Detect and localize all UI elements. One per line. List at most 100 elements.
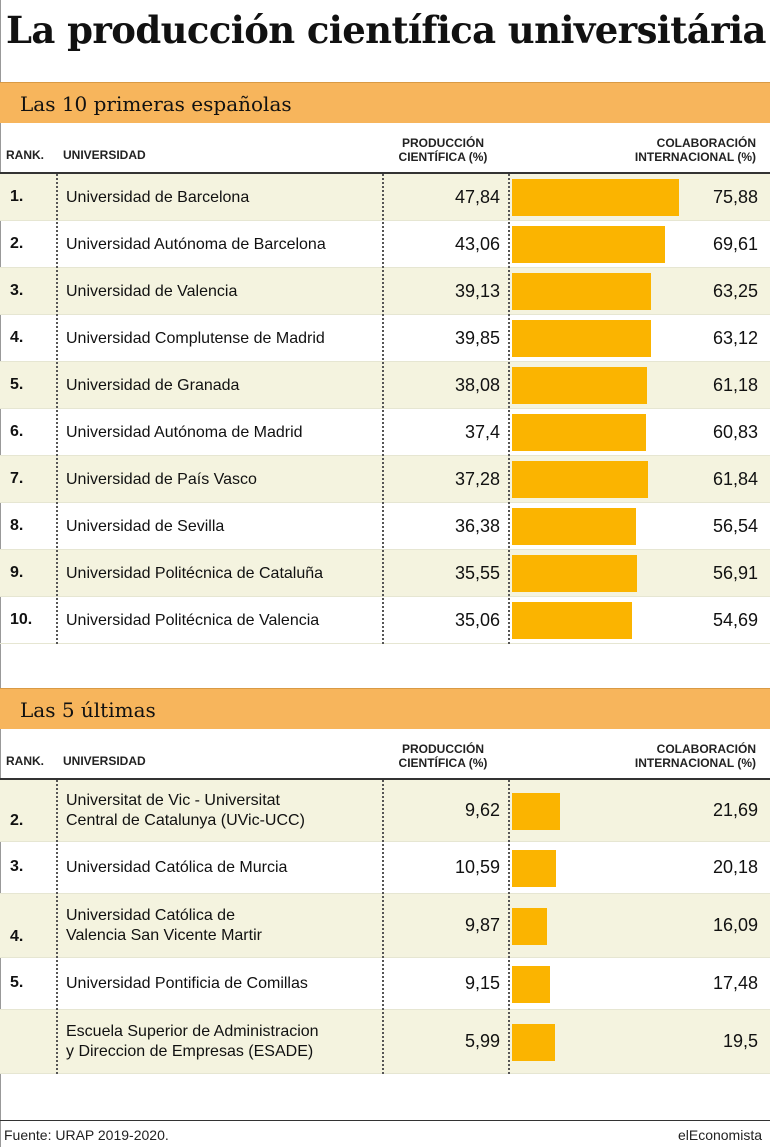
table-row: 8. Universidad de Sevilla 36,38 56,54 bbox=[0, 503, 770, 550]
header-rule-top10 bbox=[0, 172, 770, 174]
collaboration-label: 17,48 bbox=[712, 973, 758, 993]
collaboration-bar bbox=[512, 414, 646, 451]
header-production: PRODUCCIÓN CIENTÍFICA (%) bbox=[398, 136, 488, 164]
collaboration-bar bbox=[512, 602, 632, 639]
table-row: 10. Universidad Politécnica de Valencia 35… bbox=[0, 597, 770, 644]
collaboration-bar bbox=[512, 320, 651, 357]
university-cell: Universidad de Sevilla bbox=[66, 518, 225, 535]
collaboration-bar bbox=[512, 966, 550, 1003]
university-cell: Universidad Católica de Murcia bbox=[66, 859, 288, 876]
table-last5: 2. Universitat de Vic - Universitat Centra… bbox=[0, 780, 770, 1074]
collaboration-bar bbox=[512, 179, 679, 216]
university-cell: Universidad Politécnica de Cataluña bbox=[66, 565, 324, 582]
university-cell: Universidad de País Vasco bbox=[66, 471, 257, 488]
header-collaboration: COLABORACIÓN INTERNACIONAL (%) bbox=[634, 742, 756, 770]
table-row: 1. Universidad de Barcelona 47,84 75,88 bbox=[0, 174, 770, 221]
table-row: 9. Universidad Politécnica de Cataluña 35,… bbox=[0, 550, 770, 597]
collaboration-bar bbox=[512, 273, 651, 310]
collaboration-bar bbox=[512, 1024, 555, 1061]
production-cell: 5,99 bbox=[464, 1031, 500, 1051]
header-rank: RANK. bbox=[6, 148, 44, 162]
header-production: PRODUCCIÓN CIENTÍFICA (%) bbox=[398, 742, 488, 770]
table-row: 3. Universidad Católica de Murcia 10,59 20,… bbox=[0, 842, 770, 894]
production-cell: 39,13 bbox=[454, 280, 500, 301]
production-cell: 38,08 bbox=[454, 374, 500, 395]
header-collaboration: COLABORACIÓN INTERNACIONAL (%) bbox=[634, 136, 756, 164]
production-cell: 43,06 bbox=[454, 233, 500, 254]
collaboration-label: 61,18 bbox=[712, 374, 758, 395]
table-row: 2. Universidad Autónoma de Barcelona 43,06… bbox=[0, 221, 770, 268]
rank-cell: 3. bbox=[10, 858, 24, 875]
production-cell: 35,55 bbox=[454, 562, 500, 583]
production-cell: 9,15 bbox=[464, 973, 500, 993]
rank-cell: 7. bbox=[10, 469, 24, 487]
collaboration-bar bbox=[512, 908, 547, 945]
collaboration-label: 69,61 bbox=[712, 233, 758, 254]
collaboration-label: 19,5 bbox=[722, 1031, 758, 1051]
production-cell: 39,85 bbox=[454, 327, 500, 348]
rank-cell: 10. bbox=[10, 610, 33, 628]
production-cell: 37,28 bbox=[454, 468, 500, 489]
university-cell: Universidad Complutense de Madrid bbox=[66, 330, 325, 347]
collaboration-label: 20,18 bbox=[712, 857, 758, 877]
rank-cell: 9. bbox=[10, 563, 24, 581]
collaboration-bar bbox=[512, 508, 636, 545]
rank-cell: 2. bbox=[10, 812, 24, 829]
table-row: Escuela Superior de Administracion y Dire… bbox=[0, 1010, 770, 1074]
column-divider bbox=[508, 174, 510, 644]
rank-cell: 2. bbox=[10, 234, 24, 252]
page-title: La producción científica universitária bbox=[6, 8, 766, 52]
table-row: 4. Universidad Complutense de Madrid 39,85… bbox=[0, 315, 770, 362]
production-cell: 9,87 bbox=[464, 915, 500, 935]
table-row: 5. Universidad Pontificia de Comillas 9,15… bbox=[0, 958, 770, 1010]
rank-cell: 5. bbox=[10, 974, 24, 991]
collaboration-label: 63,12 bbox=[712, 327, 758, 348]
production-cell: 10,59 bbox=[454, 857, 500, 877]
section-title-top10: Las 10 primeras españolas bbox=[20, 92, 292, 116]
collaboration-label: 61,84 bbox=[712, 468, 758, 489]
production-cell: 9,62 bbox=[464, 800, 500, 820]
university-cell: Universidad Católica de Valencia San Vice… bbox=[66, 907, 262, 944]
rank-cell: 5. bbox=[10, 375, 24, 393]
collaboration-label: 60,83 bbox=[712, 421, 758, 442]
header-university: UNIVERSIDAD bbox=[63, 754, 146, 768]
section-band-last5: Las 5 últimas bbox=[0, 688, 770, 729]
university-cell: Escuela Superior de Administracion y Dire… bbox=[66, 1023, 319, 1060]
brand-logo: elEconomista bbox=[677, 1127, 762, 1143]
university-cell: Universidad Politécnica de Valencia bbox=[66, 612, 320, 629]
collaboration-label: 56,54 bbox=[712, 515, 758, 536]
rank-cell: 8. bbox=[10, 516, 24, 534]
table-header-top10: RANK. UNIVERSIDAD PRODUCCIÓN CIENTÍFICA … bbox=[0, 122, 770, 172]
header-rule-last5 bbox=[0, 778, 770, 780]
column-divider bbox=[56, 780, 58, 1074]
university-cell: Universitat de Vic - Universitat Central … bbox=[66, 792, 305, 829]
table-row: 7. Universidad de País Vasco 37,28 61,84 bbox=[0, 456, 770, 503]
collaboration-bar bbox=[512, 793, 560, 830]
collaboration-label: 56,91 bbox=[712, 562, 758, 583]
section-band-top10: Las 10 primeras españolas bbox=[0, 82, 770, 123]
university-cell: Universidad de Barcelona bbox=[66, 189, 250, 206]
rank-cell: 6. bbox=[10, 422, 24, 440]
university-cell: Universidad Pontificia de Comillas bbox=[66, 975, 308, 992]
production-cell: 35,06 bbox=[454, 609, 500, 630]
collaboration-label: 75,88 bbox=[712, 186, 758, 207]
table-row: 6. Universidad Autónoma de Madrid 37,4 60,8… bbox=[0, 409, 770, 456]
column-divider bbox=[508, 780, 510, 1074]
column-divider bbox=[382, 780, 384, 1074]
university-cell: Universidad Autónoma de Barcelona bbox=[66, 236, 326, 253]
collaboration-label: 54,69 bbox=[712, 609, 758, 630]
section-title-last5: Las 5 últimas bbox=[20, 698, 156, 722]
rank-cell: 1. bbox=[10, 187, 24, 205]
collaboration-bar bbox=[512, 461, 648, 498]
university-cell: Universidad de Valencia bbox=[66, 283, 238, 300]
collaboration-bar bbox=[512, 555, 637, 592]
rank-cell: 4. bbox=[10, 928, 24, 945]
table-top10: 1. Universidad de Barcelona 47,84 75,88 2. Un… bbox=[0, 174, 770, 644]
table-row: 2. Universitat de Vic - Universitat Centra… bbox=[0, 780, 770, 842]
collaboration-label: 16,09 bbox=[712, 915, 758, 935]
column-divider bbox=[56, 174, 58, 644]
rank-cell: 4. bbox=[10, 328, 24, 346]
rank-cell: 3. bbox=[10, 281, 24, 299]
source-note: Fuente: URAP 2019-2020. bbox=[4, 1127, 169, 1143]
production-cell: 37,4 bbox=[464, 421, 500, 442]
